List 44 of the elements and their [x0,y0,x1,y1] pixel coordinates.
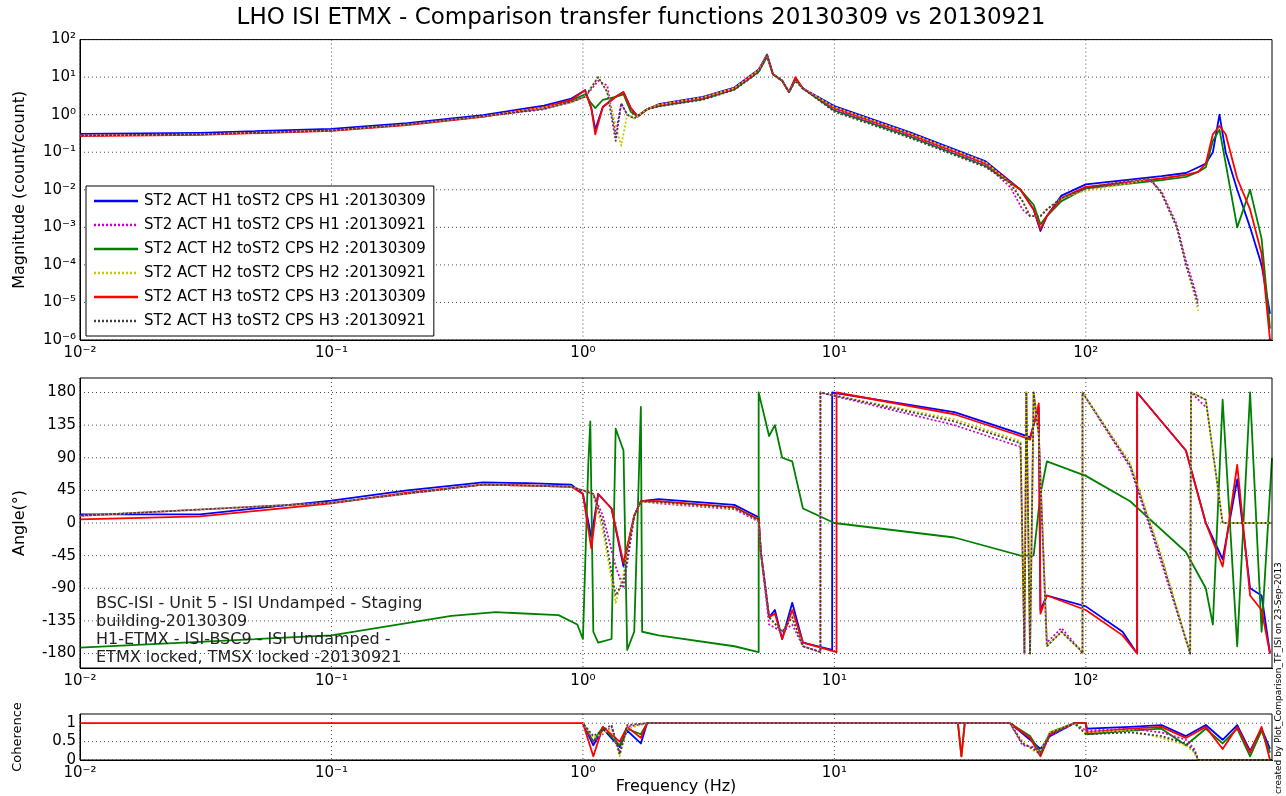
x-tick-label: 10¹ [821,342,847,361]
legend-label: ST2 ACT H2 toST2 CPS H2 :20130309 [144,238,426,257]
x-tick-label: 10² [1073,762,1099,781]
y-tick-label: 90 [56,447,76,466]
y-axis-title: Coherence [9,702,25,772]
y-axis-title: Magnitude (count/count) [8,90,28,289]
y-tick-label: 10⁻⁵ [42,292,76,311]
x-tick-label: 10² [1073,670,1099,689]
annotation: BSC-ISI - Unit 5 - ISI Undamped - Staging building-20130309 [96,593,423,631]
legend-label: ST2 ACT H2 toST2 CPS H2 :20130921 [144,262,426,281]
y-tick-label: 10¹ [50,67,76,86]
legend-label: ST2 ACT H3 toST2 CPS H3 :20130309 [144,286,426,305]
x-tick-label: 10⁰ [570,342,596,361]
y-axis-title: Angle(°) [8,489,28,557]
legend-label: ST2 ACT H3 toST2 CPS H3 :20130921 [144,310,426,329]
x-tick-label: 10² [1073,342,1099,361]
legend-label: ST2 ACT H1 toST2 CPS H1 :20130309 [144,190,426,209]
y-tick-label: -45 [51,545,76,564]
y-tick-label: 1 [66,713,76,732]
y-tick-label: 10² [50,29,76,48]
y-tick-label: 0.5 [52,731,76,750]
x-tick-label: 10⁻¹ [314,670,348,689]
y-tick-label: 10⁻² [42,179,76,198]
y-tick-label: 10⁻⁴ [42,254,76,273]
y-tick-label: 10⁻³ [42,217,76,236]
x-axis-title: Frequency (Hz) [615,775,737,795]
legend-label: ST2 ACT H1 toST2 CPS H1 :20130921 [144,214,426,233]
y-tick-label: 45 [56,480,76,499]
x-tick-label: 10¹ [821,670,847,689]
x-tick-label: 10⁰ [570,670,596,689]
x-tick-label: 10⁻¹ [314,342,348,361]
y-tick-label: -90 [51,578,76,597]
y-tick-label: 10⁰ [50,104,76,123]
y-tick-label: 180 [47,382,76,401]
y-tick-label: 0 [66,512,76,531]
y-tick-label: -180 [41,643,76,662]
y-tick-label: 10⁻¹ [42,142,76,161]
x-tick-label: 10¹ [821,762,847,781]
x-tick-label: 10⁻¹ [314,762,348,781]
y-tick-label: 135 [47,415,76,434]
y-tick-label: -135 [41,610,76,629]
x-tick-label: 10⁰ [570,762,596,781]
chart-title: LHO ISI ETMX - Comparison transfer functions 20130309 vs 20130921 [236,2,1046,29]
annotation: created by Plot_Comparison_TF_ISI on 23-Sep-2013 [1273,562,1283,794]
